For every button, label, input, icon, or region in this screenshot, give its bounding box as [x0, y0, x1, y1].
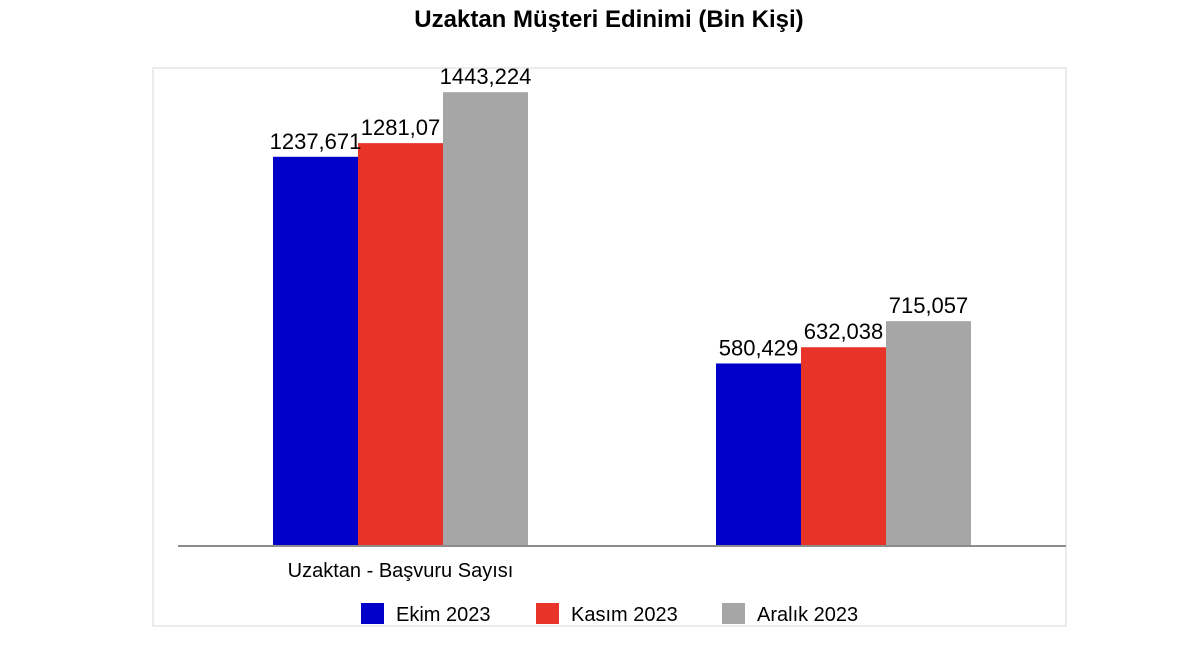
category-labels-group: Uzaktan - Başvuru Sayısı — [288, 560, 514, 582]
bar-2-series-1 — [716, 363, 801, 546]
legend-swatch-2 — [536, 603, 559, 624]
bar-2-series-2 — [801, 347, 886, 546]
data-label-1-series-2: 1281,07 — [361, 115, 441, 140]
data-label-1-series-3: 1443,224 — [440, 64, 532, 89]
legend-label-3: Aralık 2023 — [757, 604, 858, 626]
chart-title: Uzaktan Müşteri Edinimi (Bin Kişi) — [414, 6, 804, 33]
legend-swatch-3 — [722, 603, 745, 624]
data-label-2-series-2: 632,038 — [804, 319, 884, 344]
bar-1-series-1 — [273, 156, 358, 546]
legend-label-2: Kasım 2023 — [571, 604, 678, 626]
data-label-2-series-3: 715,057 — [889, 293, 969, 318]
legend-swatch-1 — [361, 603, 384, 624]
bars-group — [273, 92, 971, 546]
data-label-2-series-1: 580,429 — [719, 335, 799, 360]
data-label-1-series-1: 1237,671 — [270, 129, 362, 154]
category-label-1: Uzaktan - Başvuru Sayısı — [288, 560, 514, 582]
legend-label-1: Ekim 2023 — [396, 604, 491, 626]
bar-1-series-2 — [358, 143, 443, 546]
bar-2-series-3 — [886, 321, 971, 546]
legend: Ekim 2023 Kasım 2023 Aralık 2023 — [361, 603, 858, 626]
bar-1-series-3 — [443, 92, 528, 546]
